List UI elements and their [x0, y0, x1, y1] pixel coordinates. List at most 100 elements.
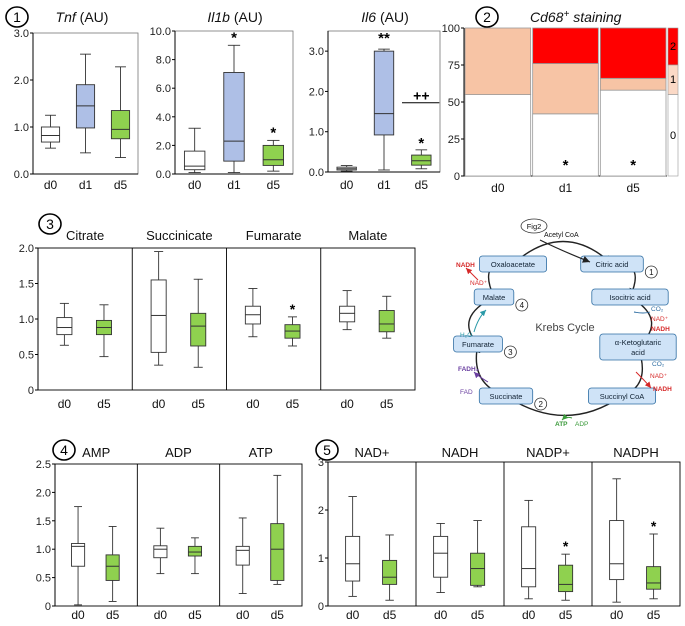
- box-d1: [223, 44, 245, 174]
- box-iqr: [382, 559, 398, 585]
- box-iqr: [150, 279, 167, 353]
- box-iqr: [105, 554, 120, 581]
- badge-number: 5: [323, 442, 331, 458]
- y-tick-label: 1.0: [19, 314, 34, 326]
- y-tick-label: 2.0: [36, 487, 51, 499]
- box-iqr: [56, 317, 73, 336]
- heat-cell-score1: [599, 77, 667, 91]
- significance-star: *: [270, 124, 276, 141]
- cycle-node-number: 1: [649, 268, 654, 277]
- box-iqr: [110, 110, 131, 140]
- heat-cell-score0: [599, 89, 667, 177]
- heat-cell-score1: [464, 27, 532, 95]
- box-d0: [244, 288, 261, 338]
- y-tick-label: 2.0: [309, 86, 324, 98]
- badge-circle: [52, 439, 76, 461]
- chart-title: Il1b (AU): [207, 9, 262, 25]
- y-tick-label: 3.0: [14, 28, 29, 40]
- co2-label: CO₂: [652, 361, 665, 368]
- box-d5: [558, 553, 574, 601]
- group-nadh: [433, 520, 486, 594]
- x-tick-label: d1: [559, 181, 573, 195]
- chart-title-unit: (AU): [76, 9, 109, 25]
- group-title: Citrate: [66, 228, 104, 243]
- significance-star: *: [290, 301, 296, 317]
- legend-label: 1: [670, 74, 676, 86]
- cycle-node-label-line: α-Ketoglutaric: [615, 338, 662, 347]
- x-tick-label: d5: [267, 178, 281, 192]
- box-d5: [270, 474, 285, 585]
- cycle-node-label-line: acid: [631, 348, 645, 357]
- nadh-arrow: [635, 371, 652, 389]
- x-tick-label: d1: [377, 178, 391, 192]
- cycle-node-number-circle: [644, 265, 658, 279]
- chart-title-sup: +: [563, 9, 569, 20]
- chart-title-unit: (AU): [376, 9, 409, 25]
- fig2-node: [520, 218, 548, 234]
- group-nadp+: [521, 499, 574, 601]
- box-iqr: [183, 150, 206, 171]
- cycle-node: Citric acid 1: [580, 255, 658, 279]
- nad-label: NAD⁺: [651, 316, 669, 323]
- box-d0: [71, 506, 86, 606]
- adp-label: ADP: [575, 421, 588, 428]
- x-tick-label: d5: [192, 397, 206, 411]
- y-tick-label: 1.0: [309, 127, 324, 139]
- x-tick-label: d5: [626, 181, 640, 195]
- box-d5: [187, 537, 203, 575]
- y-tick-label: 100: [442, 23, 460, 35]
- y-tick-label: 3.0: [309, 46, 324, 58]
- box-d5: [411, 149, 432, 170]
- y-tick-label: 3: [318, 457, 324, 469]
- badge-circle: [475, 6, 499, 28]
- chart-title: Il6 (AU): [361, 9, 408, 25]
- y-tick-label: 2: [318, 505, 324, 517]
- group-nad+: [345, 496, 398, 601]
- box-d0: [150, 251, 167, 366]
- cycle-node-box: [591, 288, 669, 306]
- group-atp: [235, 474, 285, 594]
- atp-label: ATP: [555, 421, 568, 428]
- cycle-node-number-circle: [503, 345, 517, 359]
- y-tick-label: 75: [448, 60, 460, 72]
- y-tick-label: 1.0: [36, 544, 51, 556]
- x-tick-label: d5: [188, 608, 202, 622]
- x-tick-label: d0: [246, 397, 260, 411]
- cycle-node: α-Ketoglutaric acid: [599, 333, 677, 361]
- nadh-label: NADH: [456, 262, 475, 269]
- y-tick-label: 2.5: [36, 459, 51, 471]
- box-d0: [336, 165, 357, 172]
- y-tick-label: 0.0: [156, 169, 171, 181]
- chart-title-gene: Tnf: [56, 9, 78, 25]
- x-tick-label: d5: [271, 608, 285, 622]
- x-tick-label: d5: [383, 608, 397, 622]
- co2-arrow: [633, 311, 651, 314]
- x-tick-label: d5: [286, 397, 300, 411]
- box-d5: [646, 533, 662, 600]
- chart-nicotinamides: 0 1 2 3 NAD+ d0 d5 NADH d0 d5 NADP+ d0 d5 NADPH d0 d5 * *: [318, 445, 681, 622]
- group-title: NADH: [442, 445, 479, 460]
- y-tick-label: 2.0: [14, 75, 29, 87]
- heat-cell-score2: [532, 27, 599, 64]
- box-iqr: [411, 154, 432, 166]
- box-d1: [373, 48, 395, 171]
- y-tick-label: 25: [448, 134, 460, 146]
- box-iqr: [190, 312, 207, 347]
- chart-il1b: Il1b (AU) 0.0 2.0 4.0 6.0 8.0 10.0 d0 d1 d5 * *: [150, 9, 294, 192]
- x-tick-label: d5: [415, 178, 429, 192]
- x-tick-label: d0: [340, 178, 354, 192]
- box-d5: [262, 139, 285, 172]
- group-title: NADPH: [613, 445, 659, 460]
- chart-title-gene: Il1b: [207, 9, 230, 25]
- box-iqr: [262, 144, 285, 166]
- cycle-node-box: [453, 335, 503, 353]
- x-tick-label: d5: [380, 397, 394, 411]
- group-amp: [71, 506, 120, 606]
- y-tick-label: 4.0: [156, 112, 171, 124]
- x-tick-label: d5: [97, 397, 111, 411]
- atp-arrow: [561, 413, 573, 421]
- y-tick-label: 2.0: [19, 243, 34, 255]
- y-tick-label: 0.5: [36, 573, 51, 585]
- cycle-node-label: Succinyl CoA: [600, 392, 645, 401]
- box-iqr: [470, 552, 486, 586]
